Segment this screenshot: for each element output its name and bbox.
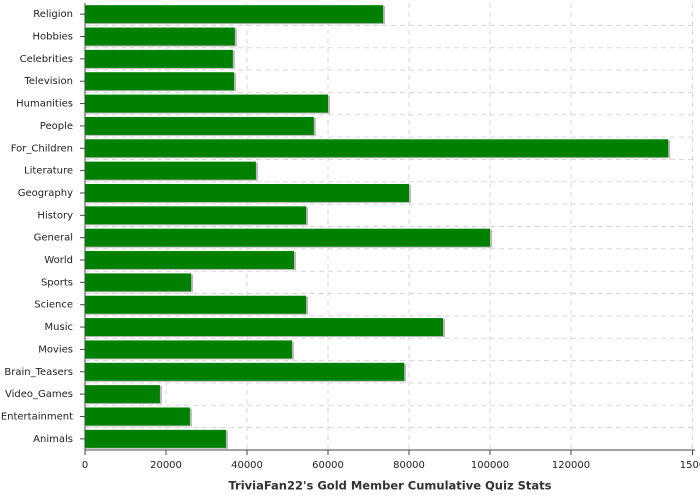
bar	[85, 295, 307, 314]
y-tick-label: Celebrities	[20, 54, 73, 65]
y-tick-label: Movies	[38, 344, 73, 355]
y-tick-label: Humanities	[16, 99, 73, 110]
bar	[85, 139, 669, 158]
bar	[85, 5, 384, 24]
x-tick-label: 60000	[312, 460, 344, 471]
bar	[85, 273, 192, 292]
y-tick-label: History	[37, 210, 73, 221]
y-tick-label: Animals	[33, 434, 73, 445]
bar	[85, 340, 292, 359]
bar	[85, 385, 160, 404]
y-tick-label: Television	[23, 76, 73, 87]
x-tick-label: 1500	[680, 460, 700, 471]
y-tick-label: Sports	[41, 277, 73, 288]
y-tick-label: Hobbies	[33, 32, 73, 43]
bar	[85, 429, 226, 448]
bar	[85, 362, 405, 381]
bar	[85, 228, 490, 247]
y-tick-label: People	[40, 121, 73, 132]
bar	[85, 161, 256, 180]
y-tick-label: Entertainment	[1, 411, 73, 422]
x-tick-label: 40000	[231, 460, 263, 471]
bar	[85, 72, 235, 91]
bar	[85, 206, 307, 225]
x-tick-label: 100000	[471, 460, 509, 471]
y-tick-label: Video_Games	[5, 389, 73, 400]
bar	[85, 318, 444, 337]
y-tick-label: Science	[34, 300, 73, 311]
x-tick-label: 0	[82, 460, 88, 471]
y-tick-label: Geography	[18, 188, 73, 199]
y-tick-label: Music	[45, 322, 73, 333]
x-tick-label: 120000	[552, 460, 590, 471]
y-tick-label: Religion	[33, 9, 73, 20]
bar	[85, 116, 314, 135]
x-axis-title: TriviaFan22's Gold Member Cumulative Qui…	[228, 479, 551, 493]
y-tick-label: Brain_Teasers	[4, 367, 73, 378]
bar	[85, 183, 409, 202]
bar	[85, 251, 294, 270]
x-tick-label: 20000	[150, 460, 182, 471]
bar	[85, 27, 235, 46]
y-tick-label: World	[44, 255, 73, 266]
bar	[85, 49, 233, 68]
y-tick-label: For_Children	[11, 143, 73, 154]
y-tick-label: Literature	[24, 166, 73, 177]
y-tick-label: General	[34, 233, 73, 244]
bar	[85, 94, 328, 113]
bar	[85, 407, 190, 426]
x-tick-label: 80000	[393, 460, 425, 471]
